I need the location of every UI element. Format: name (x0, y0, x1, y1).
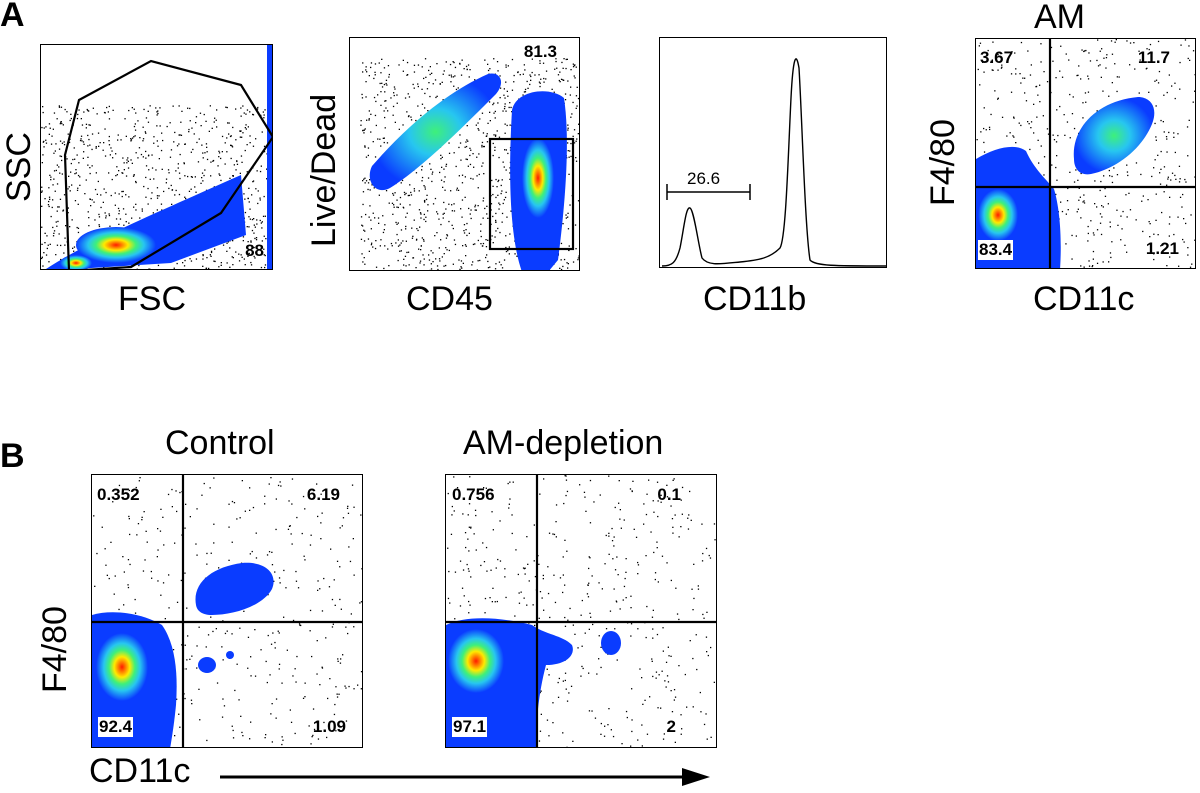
fsc-ssc-plot: 88 (40, 44, 273, 270)
fsc-ssc-gate-value: 88 (245, 241, 264, 260)
panel-a-letter: A (0, 0, 25, 34)
am-depletion-density (446, 475, 716, 747)
cd11b-histogram-curve (661, 58, 886, 267)
control-q-top-left: 0.352 (97, 485, 140, 504)
cd11b-histogram: 26.6 (659, 37, 887, 268)
cd45-livedead-plot: 81.3 (349, 37, 580, 271)
control-density (92, 475, 362, 747)
am-title: AM (1034, 0, 1085, 36)
control-quadrant-plot: 0.352 6.19 92.4 1.09 (91, 474, 363, 748)
cd45-axis-label: CD45 (406, 280, 493, 318)
am-depletion-title: AM-depletion (463, 424, 664, 462)
fsc-axis-label: FSC (118, 280, 186, 318)
control-title: Control (165, 424, 275, 462)
cd45-livedead-gate-value: 81.3 (523, 42, 557, 61)
cd45-livedead-density (360, 58, 579, 270)
panel-b-y-axis-label: F4/80 (36, 606, 74, 693)
panel-b-x-axis-label: CD11c (89, 752, 191, 790)
panel-b-x-axis-arrow (220, 768, 710, 786)
am-quadrant-plot: 3.67 11.7 83.4 1.21 (975, 38, 1196, 269)
am-y-axis-label: F4/80 (924, 119, 962, 206)
livedead-axis-label: Live/Dead (305, 93, 343, 247)
cd45-livedead-gate (488, 137, 575, 251)
am-depletion-q-bottom-right: 2 (666, 717, 676, 736)
am-quadrant-density (976, 39, 1195, 268)
am-depletion-q-top-left: 0.756 (452, 485, 495, 504)
am-x-axis-label: CD11c (1033, 280, 1135, 318)
am-q-bottom-left: 83.4 (978, 240, 1014, 260)
am-depletion-quadrant-plot: 0.756 0.1 97.1 2 (445, 474, 717, 748)
control-q-bottom-left: 92.4 (98, 717, 134, 737)
control-q-bottom-right: 1.09 (312, 717, 346, 736)
fsc-ssc-gate (63, 59, 272, 269)
cd11b-axis-label: CD11b (703, 280, 807, 318)
control-q-top-right: 6.19 (306, 485, 340, 504)
am-q-top-right: 11.7 (1137, 48, 1170, 67)
am-depletion-q-top-right: 0.1 (657, 485, 681, 504)
am-q-bottom-right: 1.21 (1145, 239, 1179, 258)
am-depletion-q-bottom-left: 97.1 (452, 717, 488, 737)
ssc-axis-label: SSC (0, 132, 38, 202)
fsc-ssc-density (41, 45, 272, 269)
panel-b-letter: B (0, 437, 25, 475)
cd11b-gate-value: 26.6 (687, 169, 721, 188)
am-q-top-left: 3.67 (980, 48, 1014, 67)
